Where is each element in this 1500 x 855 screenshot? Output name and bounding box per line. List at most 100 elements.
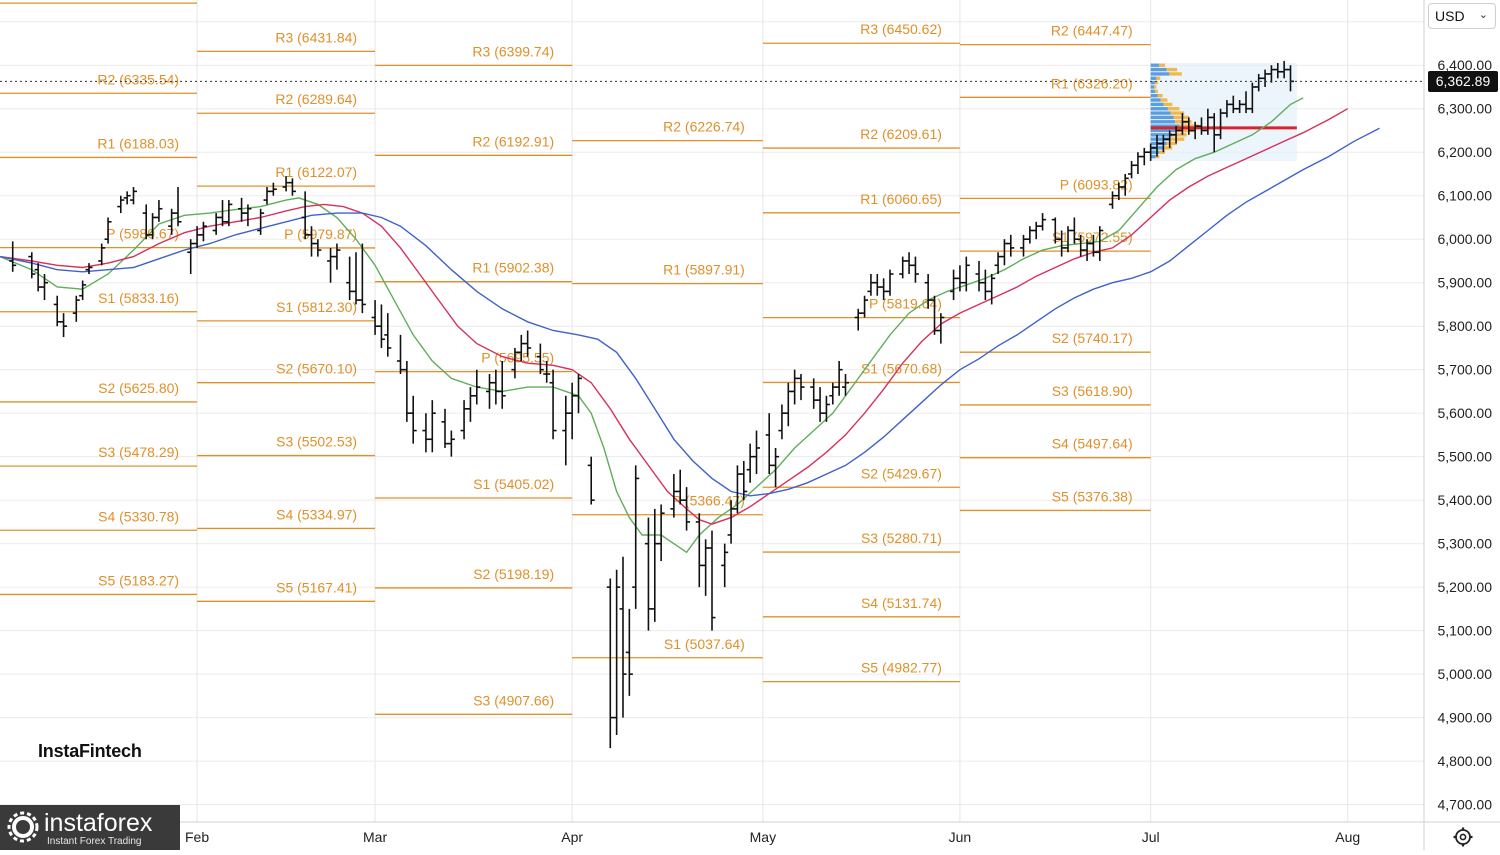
ohlc-bar [911,256,919,283]
ohlc-bar [41,274,48,301]
ohlc-bar [632,465,640,609]
pivot-label-r1: R1 (6122.07) [275,164,357,180]
volume-profile-row [1150,137,1171,141]
volume-profile-row [1150,107,1168,111]
last-price-tag: 6,362.89 [1428,70,1498,92]
ohlc-bar [861,295,869,318]
volume-profile-row [1150,150,1160,154]
volume-profile-row-up [1170,111,1185,115]
volume-profile-row [1150,115,1174,120]
pivot-label-s1: S1 (5833.16) [98,290,179,306]
volume-profile-row-up [1172,133,1187,137]
ohlc-bar [619,556,627,718]
volume-profile-row-up [1159,150,1166,154]
price-axis[interactable]: 6,400.00 6,300.00 6,200.00 6,100.00 6,000.00… [1423,0,1493,850]
pivot-label-p: P (6093.82) [1060,176,1133,192]
price-tick-label: 6,200.00 [1438,144,1493,160]
pivot-label-s5: S5 (5167.41) [276,579,357,595]
ohlc-bar [543,360,551,383]
moving-average-slow [0,127,1380,497]
volume-profile-row [1150,98,1161,102]
volume-profile-row-up [1160,98,1168,102]
ohlc-bar [524,330,532,357]
ohlc-bar [244,204,252,227]
pivot-label-r1: R1 (6326.20) [1051,75,1133,91]
volume-profile-row-up [1156,76,1161,80]
volume-profile-row-up [1170,137,1185,141]
gear-icon[interactable] [1452,826,1474,848]
logo-tagline: Instant Forex Trading [47,836,142,847]
pivot-label-p: P (5819.64) [869,296,942,312]
ohlc-bar [842,374,849,396]
pivot-label-s5: S5 (4982.77) [861,660,942,676]
pivot-label-s2: S2 (5670.10) [276,361,357,377]
ohlc-bar [199,221,207,242]
pivot-label-r2: R2 (6335.54) [97,71,179,87]
ohlc-bar [72,295,80,322]
pivot-label-s3: S3 (4907.66) [473,692,554,708]
volume-profile-row-up [1154,85,1157,89]
month-tick-label: Feb [185,829,209,845]
moving-average-fast [0,97,1304,554]
ohlc-bar [962,256,970,292]
pivot-label-s1: S1 (5670.68) [861,360,942,376]
price-tick-label: 5,700.00 [1438,362,1493,378]
ohlc-bar [60,313,68,338]
moving-averages [0,97,1380,554]
volume-profile-row [1150,89,1155,94]
pivot-label-p: P (5366.47) [672,493,745,509]
volume-profile-row-up [1166,67,1178,72]
volume-profile-row [1150,128,1177,133]
ohlc-bar [1007,234,1015,257]
pivot-label-r1: R1 (6060.65) [860,191,942,207]
pivot-label-r2: R2 (6209.61) [860,126,942,142]
time-axis[interactable]: Feb Mar Apr May Jun Jul Aug [0,821,1500,845]
ohlc-bar [473,369,481,405]
price-tick-label: 5,400.00 [1438,492,1493,508]
volume-profile-row [1150,120,1176,124]
ohlc-bar [937,313,945,344]
month-tick-label: Jun [949,829,972,845]
ohlc-bar [225,200,233,227]
volume-profile-row-up [1163,146,1173,150]
ohlc-bar [79,280,87,301]
pivot-label-s2: S2 (5198.19) [473,566,554,582]
ohlc-bar [269,182,277,196]
price-tick-label: 5,600.00 [1438,405,1493,421]
ohlc-bar [314,239,322,257]
ohlc-bar [625,608,633,696]
ohlc-bar [772,447,780,488]
pivot-label-s3: S3 (5478.29) [98,444,179,460]
pivot-label-p: P (5695.55) [481,350,554,366]
ohlc-bar [9,241,17,272]
pivot-label-s4: S4 (5131.74) [861,595,942,611]
ohlc-bar [384,313,392,357]
pivot-label-s1: S1 (5972.55) [1052,229,1133,245]
instaforex-logo: instaforex Instant Forex Trading [0,805,180,850]
ohlc-bar [104,217,112,244]
volume-profile-row [1150,111,1171,115]
price-tick-label: 5,300.00 [1438,536,1493,552]
volume-profile-row [1150,124,1180,128]
volume-profile-row-up [1166,141,1178,146]
instafintech-watermark: InstaFintech [38,741,142,761]
ohlc-bar [683,487,691,531]
price-tick-label: 4,800.00 [1438,753,1493,769]
ohlc-bar [117,195,125,214]
pivot-label-r3: R3 (6431.84) [275,29,357,45]
pivot-label-s5: S5 (5376.38) [1052,488,1133,504]
ohlc-bar [797,374,805,401]
ohlc-bar [174,187,182,227]
pivot-label-r1: R1 (5902.38) [472,260,554,276]
ohlc-bar [549,369,557,440]
pivot-label-s1: S1 (5037.64) [664,636,745,652]
pivot-label-r2: R2 (6447.47) [1051,23,1133,39]
ohlc-bar [1121,173,1129,196]
currency-select[interactable]: USD ⌄ [1428,3,1496,29]
price-tick-label: 5,900.00 [1438,275,1493,291]
chevron-down-icon: ⌄ [1478,9,1488,21]
pivot-label-s5: S5 (5183.27) [98,572,179,588]
ohlc-bar [740,461,748,501]
